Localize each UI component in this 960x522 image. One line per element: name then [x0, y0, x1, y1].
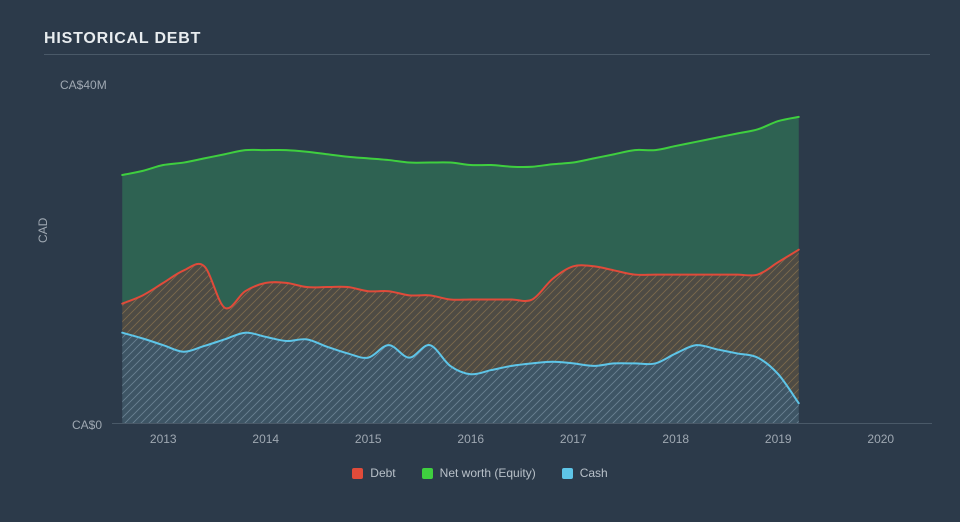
legend-swatch-equity	[422, 468, 433, 479]
y-tick-bottom: CA$0	[72, 418, 102, 432]
x-ticks: 2013 2014 2015 2016 2017 2018 2019 2020	[112, 432, 932, 452]
y-tick-top: CA$40M	[60, 78, 107, 92]
chart-plot-area	[112, 92, 932, 424]
legend-label: Net worth (Equity)	[440, 466, 536, 480]
legend-swatch-cash	[562, 468, 573, 479]
chart-legend: Debt Net worth (Equity) Cash	[0, 466, 960, 480]
chart-title: HISTORICAL DEBT	[44, 30, 201, 48]
x-axis-baseline	[112, 423, 932, 424]
legend-item-debt: Debt	[352, 466, 395, 480]
legend-swatch-debt	[352, 468, 363, 479]
title-underline	[44, 54, 930, 55]
x-tick-label: 2016	[457, 432, 484, 446]
x-tick-label: 2019	[765, 432, 792, 446]
chart-svg	[112, 92, 932, 424]
legend-item-equity: Net worth (Equity)	[422, 466, 536, 480]
legend-label: Debt	[370, 466, 395, 480]
legend-label: Cash	[580, 466, 608, 480]
x-tick-label: 2018	[662, 432, 689, 446]
x-tick-label: 2020	[867, 432, 894, 446]
x-tick-label: 2015	[355, 432, 382, 446]
x-tick-label: 2017	[560, 432, 587, 446]
x-tick-label: 2014	[252, 432, 279, 446]
legend-item-cash: Cash	[562, 466, 608, 480]
x-tick-label: 2013	[150, 432, 177, 446]
y-axis-title: CAD	[36, 218, 50, 243]
